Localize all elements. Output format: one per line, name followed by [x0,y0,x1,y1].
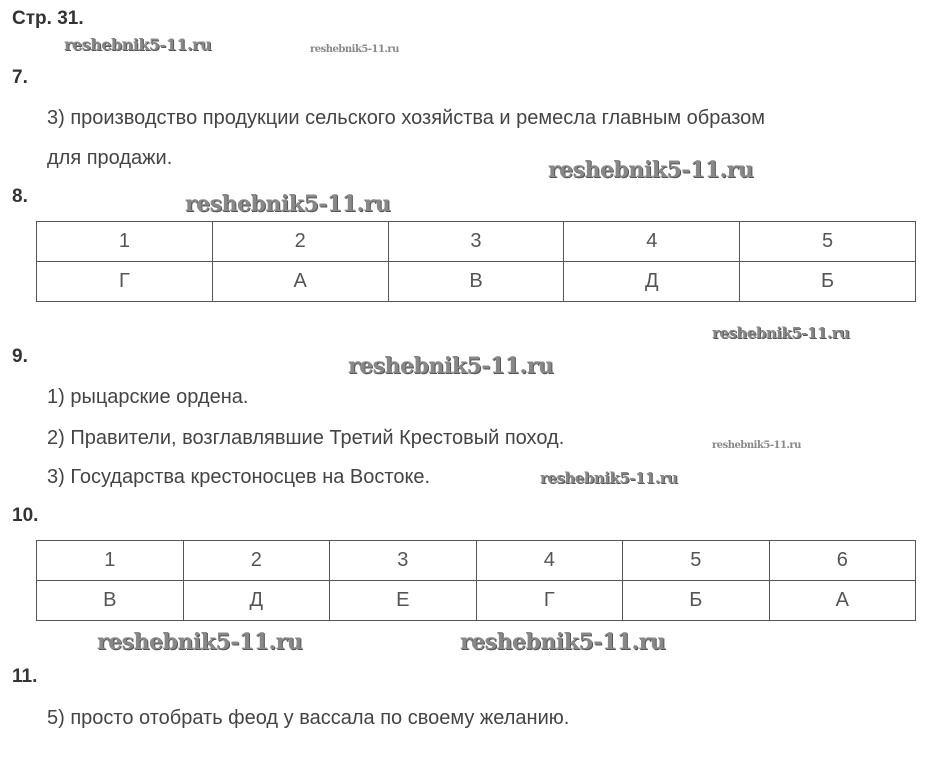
table-cell: 5 [739,221,916,262]
task-8-table: 1 2 3 4 5 Г А В Д Б [36,221,916,302]
page-label: Стр. 31. [12,8,84,29]
table-cell: 2 [211,221,389,262]
table-cell: Д [182,580,330,621]
table-cell: 3 [387,221,565,262]
task-7-answer-line2: для продажи. [47,147,173,169]
table-cell: В [36,580,184,621]
table-answer-row: Г А В Д Б [36,261,916,302]
task-10-table: 1 2 3 4 5 6 В Д Е Г Б А [36,540,916,621]
watermark: reshebnik5-11.ru [348,353,554,379]
task-9-line: 2) Правители, возглавлявшие Третий Крест… [47,427,565,449]
table-cell: 6 [768,540,916,581]
table-cell: 1 [36,540,184,581]
task-9-line: 3) Государства крестоносцев на Востоке. [47,466,431,488]
task-7-number: 7. [12,67,28,88]
table-header-row: 1 2 3 4 5 [36,221,916,262]
table-cell: 5 [622,540,770,581]
task-10-number: 10. [12,505,39,526]
task-8-number: 8. [12,186,28,207]
table-cell: 2 [182,540,330,581]
watermark: reshebnik5-11.ru [97,629,303,655]
table-answer-row: В Д Е Г Б А [36,580,916,621]
watermark: reshebnik5-11.ru [712,440,801,451]
task-11-answer: 5) просто отобрать феод у вассала по сво… [47,707,570,729]
table-cell: Г [475,580,623,621]
watermark: reshebnik5-11.ru [460,629,666,655]
table-header-row: 1 2 3 4 5 6 [36,540,916,581]
table-cell: В [387,261,565,302]
table-cell: Г [36,261,213,302]
table-cell: 3 [329,540,477,581]
watermark: reshebnik5-11.ru [540,469,678,487]
watermark: reshebnik5-11.ru [64,35,212,54]
table-cell: Д [563,261,741,302]
table-cell: 4 [475,540,623,581]
task-9-number: 9. [12,346,28,367]
task-9-line: 1) рыцарские ордена. [47,386,249,408]
watermark: reshebnik5-11.ru [310,44,399,55]
task-7-answer-line1: 3) производство продукции сельского хозя… [47,107,766,129]
table-cell: Е [329,580,477,621]
table-cell: Б [622,580,770,621]
table-cell: А [768,580,916,621]
table-cell: 1 [36,221,213,262]
watermark: reshebnik5-11.ru [185,191,391,217]
table-cell: 4 [563,221,741,262]
watermark: reshebnik5-11.ru [548,157,754,183]
table-cell: А [211,261,389,302]
task-11-number: 11. [12,666,38,687]
watermark: reshebnik5-11.ru [712,324,850,342]
table-cell: Б [739,261,916,302]
